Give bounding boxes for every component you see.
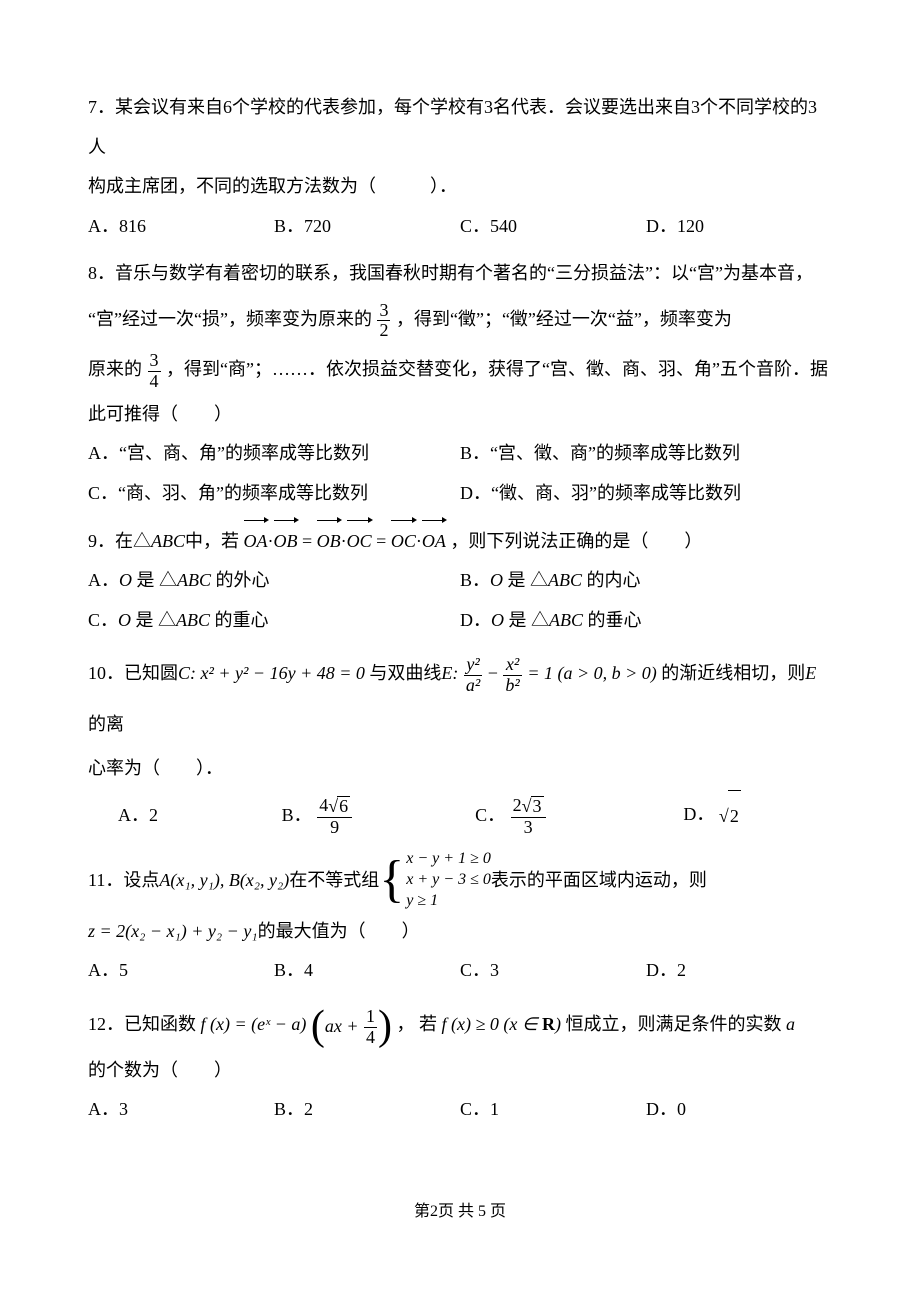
q7-line2: 构成主席团，不同的选取方法数为（ ）．: [88, 167, 832, 207]
q10-opt-b: B． 4√6 9: [282, 790, 475, 840]
q9-line1: 9．在△ABC中，若 OA·OB = OB·OC = OC·OA ，则下列说法正…: [88, 522, 832, 562]
q8-frac2: 3 4: [148, 351, 161, 392]
question-10: 10．已知圆C: x² + y² − 16y + 48 = 0 与双曲线E: y…: [88, 648, 832, 841]
q12-opt-b: B．2: [274, 1090, 460, 1130]
vec-oa: OA: [244, 522, 268, 562]
question-12: 12．已知函数 f (x) = (eˣ − a) ( ax + 1 4 ) ， …: [88, 999, 832, 1130]
page-footer: 第2页 共 5 页: [0, 1200, 920, 1224]
q7-opt-d: D．120: [646, 207, 832, 247]
q8-options-1: A．“宫、商、角”的频率成等比数列 B．“宫、徵、商”的频率成等比数列: [88, 434, 832, 474]
q8-line3: 原来的 3 4 ，得到“商”；……．依次损益交替变化，获得了“宫、徵、商、羽、角…: [88, 344, 832, 394]
q9-opt-a: A．O 是 △ABC 的外心: [88, 561, 460, 601]
q11-opt-d: D．2: [646, 951, 832, 991]
q11-opt-a: A．5: [88, 951, 274, 991]
q7-line1: 7．某会议有来自6个学校的代表参加，每个学校有3名代表．会议要选出来自3个不同学…: [88, 88, 832, 167]
q12-line2: 的个数为（ ）: [88, 1051, 832, 1091]
q12-line1: 12．已知函数 f (x) = (eˣ − a) ( ax + 1 4 ) ， …: [88, 999, 832, 1051]
q11-line2: z = 2(x₂ − x₁) + y₂ − y₁的最大值为（ ）: [88, 912, 832, 952]
question-11: 11．设点 A(x₁, y₁), B(x₂, y₂) 在不等式组 { x − y…: [88, 849, 832, 991]
q9-opt-d: D．O 是 △ABC 的垂心: [460, 601, 832, 641]
q8-line2: “宫”经过一次“损”，频率变为原来的 3 2 ，得到“徵”；“徵”经过一次“益”…: [88, 294, 832, 344]
q11-system: { x − y + 1 ≥ 0 x + y − 3 ≤ 0 y ≥ 1: [379, 849, 491, 911]
q10-opt-d: D． √2: [683, 789, 740, 842]
q7-options: A．816 B．720 C．540 D．120: [88, 207, 832, 247]
q10-line1: 10．已知圆C: x² + y² − 16y + 48 = 0 与双曲线E: y…: [88, 648, 832, 749]
vec-ob2: OB: [317, 522, 341, 562]
vec-oc: OC: [347, 522, 372, 562]
question-9: 9．在△ABC中，若 OA·OB = OB·OC = OC·OA ，则下列说法正…: [88, 522, 832, 641]
q7-opt-a: A．816: [88, 207, 274, 247]
q7-opt-b: B．720: [274, 207, 460, 247]
q10-line2: 心率为（ ）．: [88, 749, 832, 789]
q12-options: A．3 B．2 C．1 D．0: [88, 1090, 832, 1130]
q9-opt-b: B．O 是 △ABC 的内心: [460, 561, 832, 601]
q9-opt-c: C．O 是 △ABC 的重心: [88, 601, 460, 641]
q10-opt-c: C． 2√3 3: [475, 790, 683, 840]
q11-opt-c: C．3: [460, 951, 646, 991]
vec-oa2: OA: [422, 522, 446, 562]
q11-options: A．5 B．4 C．3 D．2: [88, 951, 832, 991]
q12-bigparen: ( ax + 1 4 ): [311, 1001, 392, 1051]
q12-opt-d: D．0: [646, 1090, 832, 1130]
q10-frac2: x² b²: [503, 655, 521, 696]
q11-line1: 11．设点 A(x₁, y₁), B(x₂, y₂) 在不等式组 { x − y…: [88, 849, 832, 911]
vec-ob: OB: [274, 522, 298, 562]
q8-frac1: 3 2: [377, 301, 390, 342]
q7-opt-c: C．540: [460, 207, 646, 247]
q11-opt-b: B．4: [274, 951, 460, 991]
q8-options-2: C．“商、羽、角”的频率成等比数列 D．“徵、商、羽”的频率成等比数列: [88, 474, 832, 514]
q8-line1: 8．音乐与数学有着密切的联系，我国春秋时期有个著名的“三分损益法”：以“宫”为基…: [88, 254, 832, 294]
vec-oc2: OC: [391, 522, 416, 562]
q9-options-1: A．O 是 △ABC 的外心 B．O 是 △ABC 的内心: [88, 561, 832, 601]
q8-opt-b: B．“宫、徵、商”的频率成等比数列: [460, 434, 832, 474]
q8-opt-c: C．“商、羽、角”的频率成等比数列: [88, 474, 460, 514]
question-7: 7．某会议有来自6个学校的代表参加，每个学校有3名代表．会议要选出来自3个不同学…: [88, 88, 832, 246]
q8-opt-d: D．“徵、商、羽”的频率成等比数列: [460, 474, 832, 514]
q10-opt-a: A．2: [88, 790, 282, 840]
q8-l3-a: 原来的: [88, 359, 142, 379]
q8-l3-b: ，得到“商”；……．依次损益交替变化，获得了“宫、徵、商、羽、角”五个音阶．据: [166, 359, 828, 379]
q9-options-2: C．O 是 △ABC 的重心 D．O 是 △ABC 的垂心: [88, 601, 832, 641]
q10-options: A．2 B． 4√6 9 C． 2√3 3 D． √2: [88, 789, 832, 842]
q8-l2-a: “宫”经过一次“损”，频率变为原来的: [88, 309, 372, 329]
q8-line4: 此可推得（ ）: [88, 395, 832, 435]
question-8: 8．音乐与数学有着密切的联系，我国春秋时期有个著名的“三分损益法”：以“宫”为基…: [88, 254, 832, 513]
q8-l2-b: ，得到“徵”；“徵”经过一次“益”，频率变为: [396, 309, 732, 329]
q12-opt-c: C．1: [460, 1090, 646, 1130]
q10-frac1: y² a²: [464, 655, 482, 696]
q8-opt-a: A．“宫、商、角”的频率成等比数列: [88, 434, 460, 474]
q12-opt-a: A．3: [88, 1090, 274, 1130]
